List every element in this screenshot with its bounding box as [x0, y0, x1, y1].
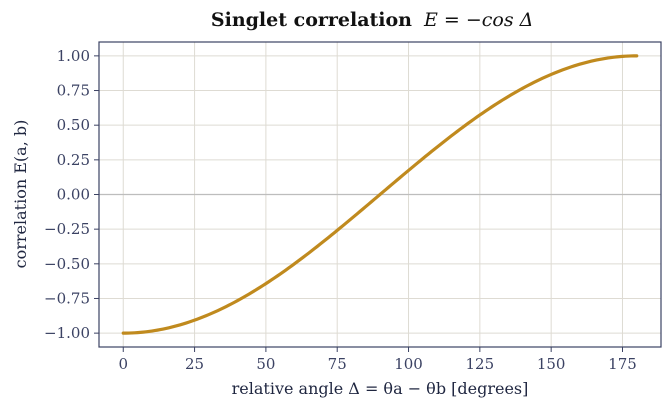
axis-ticks: 0 25 50 75 100 125 150 175 −1.00 −0.75 −0.50 −0.25 0…: [44, 47, 637, 373]
x-tick-label: 50: [256, 355, 275, 373]
x-tick-label: 100: [394, 355, 423, 373]
y-tick-label: 0.50: [57, 116, 90, 134]
y-tick-label: −1.00: [44, 324, 90, 342]
x-tick-label: 125: [466, 355, 495, 373]
y-tick-label: 0.25: [57, 151, 90, 169]
y-tick-label: 0.75: [57, 82, 90, 100]
x-tick-label: 25: [185, 355, 204, 373]
chart-title: Singlet correlation: [211, 9, 412, 31]
y-tick-label: 1.00: [57, 47, 90, 65]
series-line: [121, 54, 639, 335]
x-tick-label: 150: [537, 355, 566, 373]
x-axis-label: relative angle Δ = θa − θb [degrees]: [232, 379, 529, 398]
y-tick-label: −0.75: [44, 289, 90, 307]
x-tick-label: 75: [328, 355, 347, 373]
x-tick-label: 0: [118, 355, 128, 373]
chart-title-formula: E = −cos Δ: [423, 9, 533, 31]
y-tick-label: −0.25: [44, 220, 90, 238]
y-tick-label: 0.00: [57, 186, 90, 204]
x-tick-label: 175: [608, 355, 637, 373]
y-axis-label: correlation E(a, b): [11, 120, 30, 269]
y-tick-label: −0.50: [44, 255, 90, 273]
